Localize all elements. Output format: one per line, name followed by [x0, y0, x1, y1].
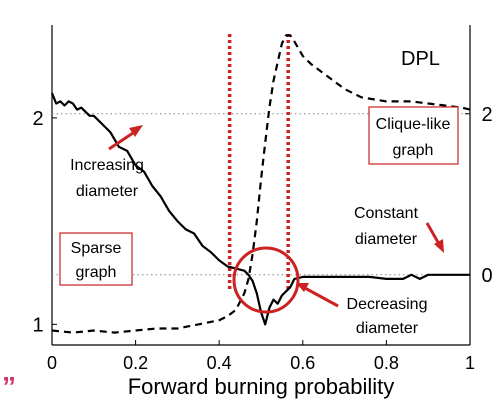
legend-label: DPL: [401, 48, 440, 70]
arrow-constant: [425, 222, 441, 245]
annotation-clique-line2: graph: [393, 142, 434, 159]
stray-quote-mark: ”: [2, 371, 16, 402]
annotation-sparse: Sparse graph: [59, 232, 133, 286]
x-tick-label: 0.8: [374, 353, 399, 373]
annotation-constant: Constant diameter: [354, 205, 444, 253]
arrow-increasing: [108, 129, 137, 151]
x-tick-label: 1: [465, 353, 475, 373]
annotation-decreasing: Decreasing diameter: [232, 246, 428, 337]
x-ticks: 0 0.2 0.4 0.6 0.8 1: [47, 340, 475, 373]
right-tick-label: 0: [481, 265, 492, 287]
annotation-clique-line1: Clique-like: [376, 116, 451, 133]
right-ticks: 02: [465, 104, 493, 287]
series-line-dashed: [51, 34, 471, 334]
arrow-increasing-head: [129, 125, 143, 137]
left-tick-label: 1: [32, 314, 43, 336]
series-line-solid: [50, 92, 470, 326]
annotation-constant-line2: diameter: [355, 231, 418, 248]
annotation-sparse-line1: Sparse: [71, 240, 122, 257]
right-tick-label: 2: [481, 104, 492, 126]
arrow-decreasing-head: [296, 283, 309, 292]
x-tick-label: 0: [47, 353, 57, 373]
left-ticks: 12: [32, 108, 57, 336]
annotation-increasing-line1: Increasing: [70, 157, 144, 174]
x-tick-label: 0.2: [123, 353, 148, 373]
annotation-decreasing-line1: Decreasing: [347, 296, 428, 313]
x-tick-label: 0.6: [290, 353, 315, 373]
arrow-constant-head: [434, 239, 444, 253]
annotation-increasing: Increasing diameter: [70, 125, 144, 200]
vertical-markers: [227, 34, 290, 290]
clique-box: [368, 106, 459, 165]
arrow-decreasing: [302, 285, 339, 308]
plot-frame: [51, 25, 471, 346]
left-tick-label: 2: [32, 108, 43, 130]
annotation-constant-line1: Constant: [354, 205, 419, 222]
x-tick-label: 0.4: [207, 353, 232, 373]
series-group: [50, 34, 471, 334]
x-axis-label: Forward burning probability: [128, 374, 395, 399]
annotation-increasing-line2: diameter: [76, 183, 139, 200]
annotation-sparse-line2: graph: [76, 264, 117, 281]
highlight-circle: [232, 246, 300, 314]
annotation-decreasing-line2: diameter: [356, 320, 419, 337]
sparse-box: [59, 232, 133, 286]
annotation-clique: Clique-like graph: [368, 106, 459, 165]
